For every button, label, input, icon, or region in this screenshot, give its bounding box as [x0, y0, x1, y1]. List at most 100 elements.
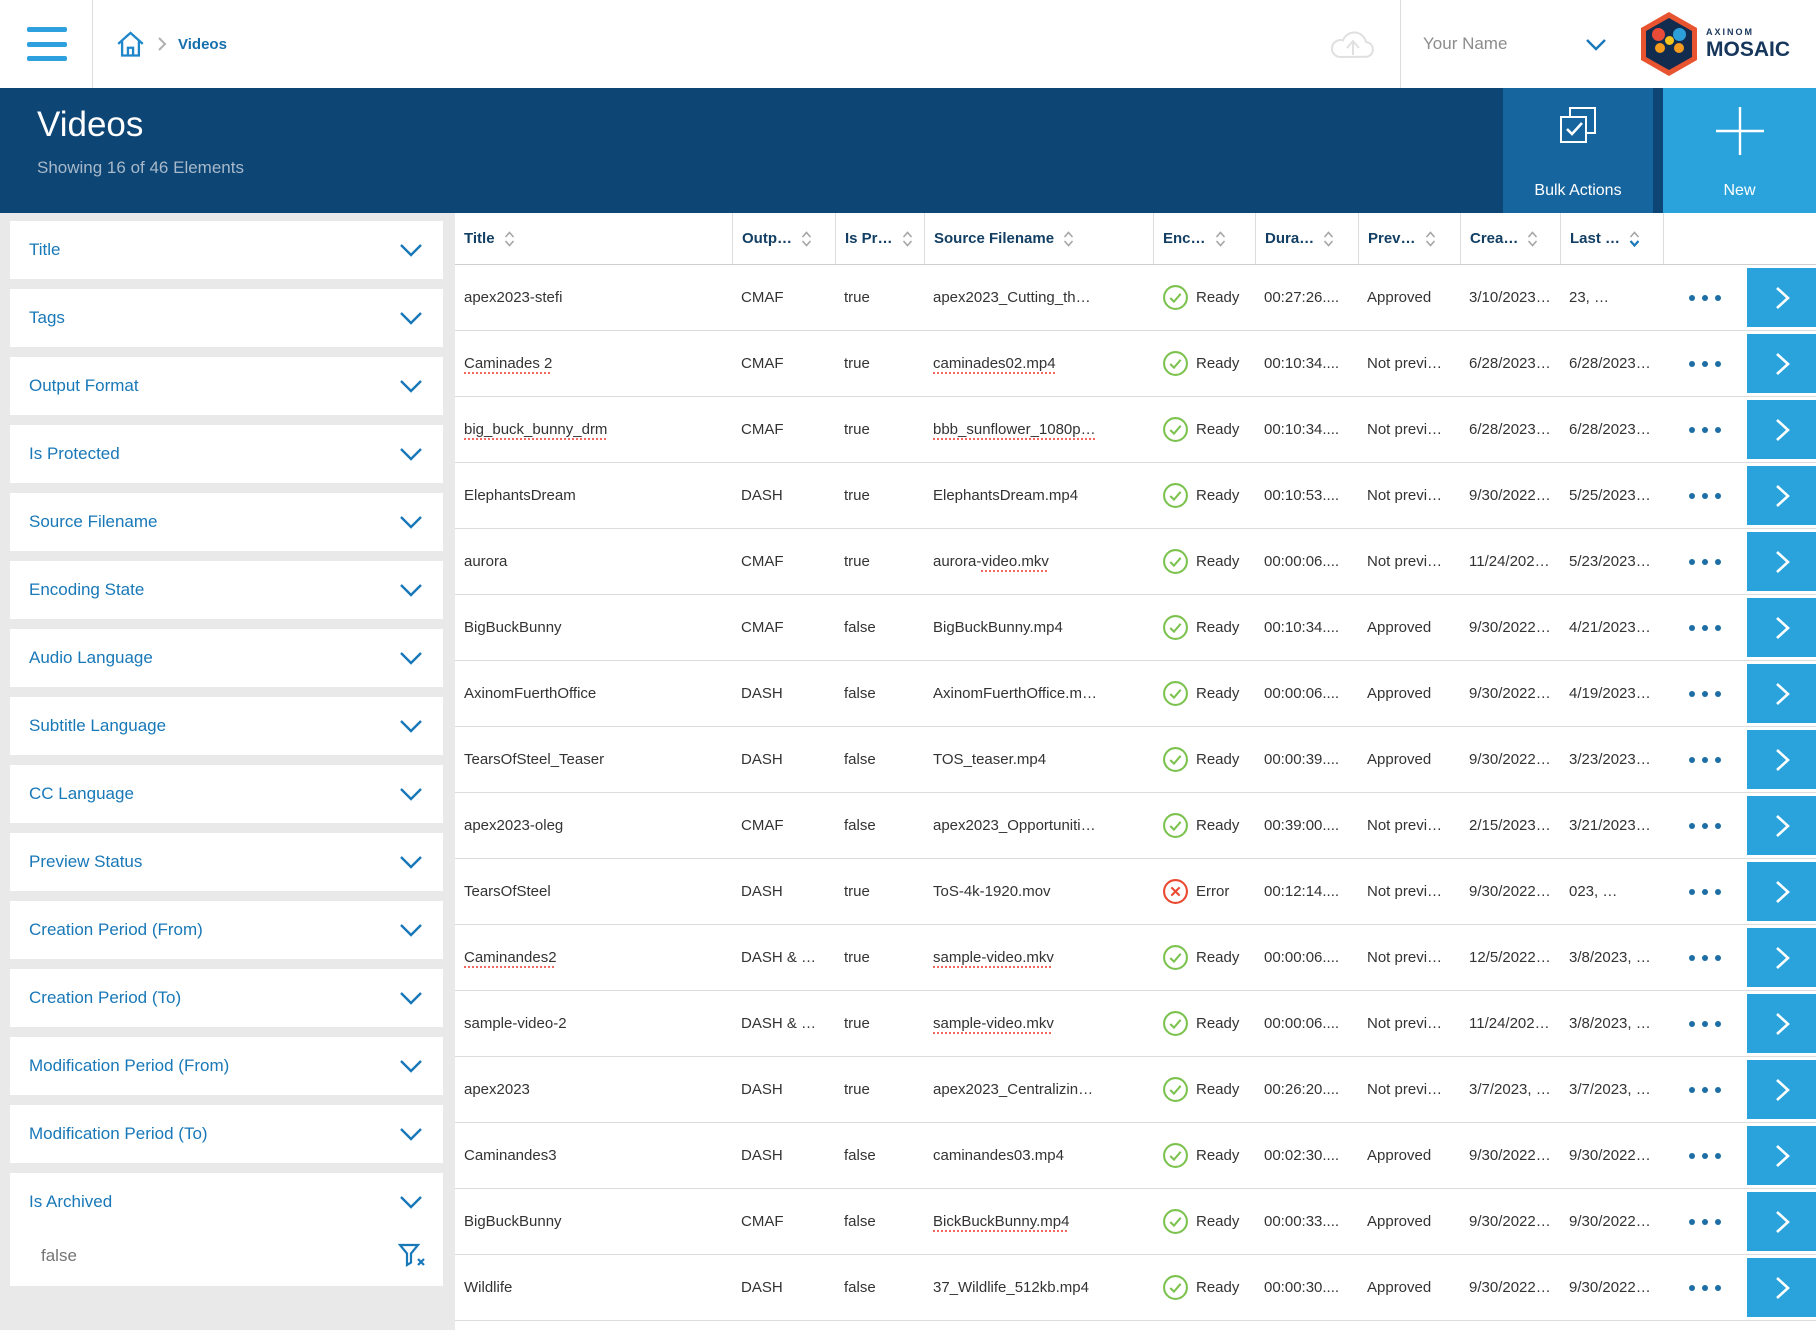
open-row-button[interactable]	[1747, 598, 1816, 657]
open-row-button[interactable]	[1747, 334, 1816, 393]
row-actions-button[interactable]	[1685, 881, 1725, 903]
menu-icon[interactable]	[27, 27, 67, 61]
row-actions-button[interactable]	[1685, 1145, 1725, 1167]
row-actions-button[interactable]	[1685, 947, 1725, 969]
open-row-button[interactable]	[1747, 1192, 1816, 1251]
column-header-2[interactable]: Outp…	[732, 213, 835, 264]
bulk-actions-button[interactable]: Bulk Actions	[1503, 88, 1653, 213]
row-preview-status: Approved	[1367, 1213, 1432, 1230]
column-header-1[interactable]: Title	[455, 213, 732, 264]
row-output-format: DASH	[741, 751, 783, 768]
row-last-modified: 4/19/2023…	[1569, 685, 1651, 702]
row-is-protected: false	[844, 817, 876, 834]
row-source-filename: caminandes03.mp4	[933, 1147, 1064, 1164]
open-row-button[interactable]	[1747, 928, 1816, 987]
open-row-button[interactable]	[1747, 1060, 1816, 1119]
row-actions-button[interactable]	[1685, 419, 1725, 441]
row-actions-button[interactable]	[1685, 815, 1725, 837]
open-row-button[interactable]	[1747, 1126, 1816, 1185]
filter-modification-period-to[interactable]: Modification Period (To)	[10, 1105, 443, 1163]
row-encoding-state: Ready	[1196, 1081, 1240, 1098]
column-header-4[interactable]: Source Filename	[924, 213, 1153, 264]
open-row-button[interactable]	[1747, 466, 1816, 525]
filter-cc-language[interactable]: CC Language	[10, 765, 443, 823]
home-icon[interactable]	[115, 29, 146, 60]
row-last-modified: 6/28/2023…	[1569, 421, 1651, 438]
filter-output-format[interactable]: Output Format	[10, 357, 443, 415]
clear-filter-icon[interactable]	[398, 1243, 426, 1269]
table-row: BigBuckBunny CMAF false BigBuckBunny.mp4…	[455, 595, 1816, 661]
row-source-filename: sample-video.mkv	[933, 949, 1054, 966]
filter-is-archived[interactable]: Is Archived false	[10, 1173, 443, 1286]
filter-preview-status[interactable]: Preview Status	[10, 833, 443, 891]
row-duration: 00:02:30....	[1264, 1147, 1340, 1164]
row-actions-button[interactable]	[1685, 1079, 1725, 1101]
row-output-format: CMAF	[741, 355, 784, 372]
open-row-button[interactable]	[1747, 532, 1816, 591]
filter-title[interactable]: Title	[10, 221, 443, 279]
table-row: Caminades 2 CMAF true caminades02.mp4 Re…	[455, 331, 1816, 397]
row-encoding-state: Ready	[1196, 1015, 1240, 1032]
column-header-9[interactable]: Last …	[1560, 213, 1663, 264]
new-button[interactable]: New	[1663, 88, 1816, 213]
row-actions-button[interactable]	[1685, 749, 1725, 771]
bulk-actions-icon	[1560, 107, 1596, 143]
row-actions-button[interactable]	[1685, 683, 1725, 705]
filter-modification-period-from[interactable]: Modification Period (From)	[10, 1037, 443, 1095]
filter-tags[interactable]: Tags	[10, 289, 443, 347]
row-encoding-state: Ready	[1196, 421, 1240, 438]
filter-label: Source Filename	[29, 512, 158, 531]
chevron-down-icon	[400, 1196, 422, 1209]
ready-check-icon	[1162, 944, 1189, 971]
row-actions-button[interactable]	[1685, 1013, 1725, 1035]
row-source-filename: TOS_teaser.mp4	[933, 751, 1047, 768]
column-header-8[interactable]: Crea…	[1460, 213, 1560, 264]
filter-encoding-state[interactable]: Encoding State	[10, 561, 443, 619]
filter-is-protected[interactable]: Is Protected	[10, 425, 443, 483]
chevron-right-icon	[1775, 748, 1790, 771]
row-created: 9/30/2022…	[1469, 619, 1551, 636]
breadcrumb-current[interactable]: Videos	[178, 35, 227, 53]
row-actions-button[interactable]	[1685, 617, 1725, 639]
open-row-button[interactable]	[1747, 1258, 1816, 1317]
row-encoding-state: Ready	[1196, 751, 1240, 768]
open-row-button[interactable]	[1747, 730, 1816, 789]
row-encoding-state: Ready	[1196, 619, 1240, 636]
row-actions-button[interactable]	[1685, 485, 1725, 507]
row-created: 11/24/202…	[1469, 1015, 1550, 1032]
filter-label: Creation Period (To)	[29, 988, 182, 1007]
filter-audio-language[interactable]: Audio Language	[10, 629, 443, 687]
filter-creation-period-to[interactable]: Creation Period (To)	[10, 969, 443, 1027]
row-actions-button[interactable]	[1685, 353, 1725, 375]
filter-source-filename[interactable]: Source Filename	[10, 493, 443, 551]
row-actions-button[interactable]	[1685, 1277, 1725, 1299]
cloud-upload-icon[interactable]	[1328, 24, 1378, 64]
mosaic-logo-icon	[1641, 12, 1697, 76]
open-row-button[interactable]	[1747, 994, 1816, 1053]
chevron-right-icon	[1775, 880, 1790, 903]
chevron-right-icon	[1775, 484, 1790, 507]
row-created: 12/5/2022…	[1469, 949, 1551, 966]
row-actions-button[interactable]	[1685, 287, 1725, 309]
sort-icon	[1629, 230, 1640, 247]
column-label: Dura…	[1265, 230, 1315, 247]
filter-creation-period-from[interactable]: Creation Period (From)	[10, 901, 443, 959]
open-row-button[interactable]	[1747, 268, 1816, 327]
filter-subtitle-language[interactable]: Subtitle Language	[10, 697, 443, 755]
open-row-button[interactable]	[1747, 400, 1816, 459]
open-row-button[interactable]	[1747, 862, 1816, 921]
column-header-7[interactable]: Prev…	[1358, 213, 1460, 264]
row-actions-button[interactable]	[1685, 551, 1725, 573]
user-menu[interactable]: Your Name	[1401, 0, 1631, 88]
chevron-right-icon	[1775, 946, 1790, 969]
open-row-button[interactable]	[1747, 796, 1816, 855]
row-encoding-state: Ready	[1196, 1213, 1240, 1230]
column-header-3[interactable]: Is Pr…	[835, 213, 924, 264]
divider	[1400, 0, 1401, 88]
row-actions-button[interactable]	[1685, 1211, 1725, 1233]
row-encoding-state: Error	[1196, 883, 1230, 900]
column-header-5[interactable]: Enc…	[1153, 213, 1255, 264]
column-header-6[interactable]: Dura…	[1255, 213, 1358, 264]
row-title: Wildlife	[464, 1279, 513, 1296]
open-row-button[interactable]	[1747, 664, 1816, 723]
